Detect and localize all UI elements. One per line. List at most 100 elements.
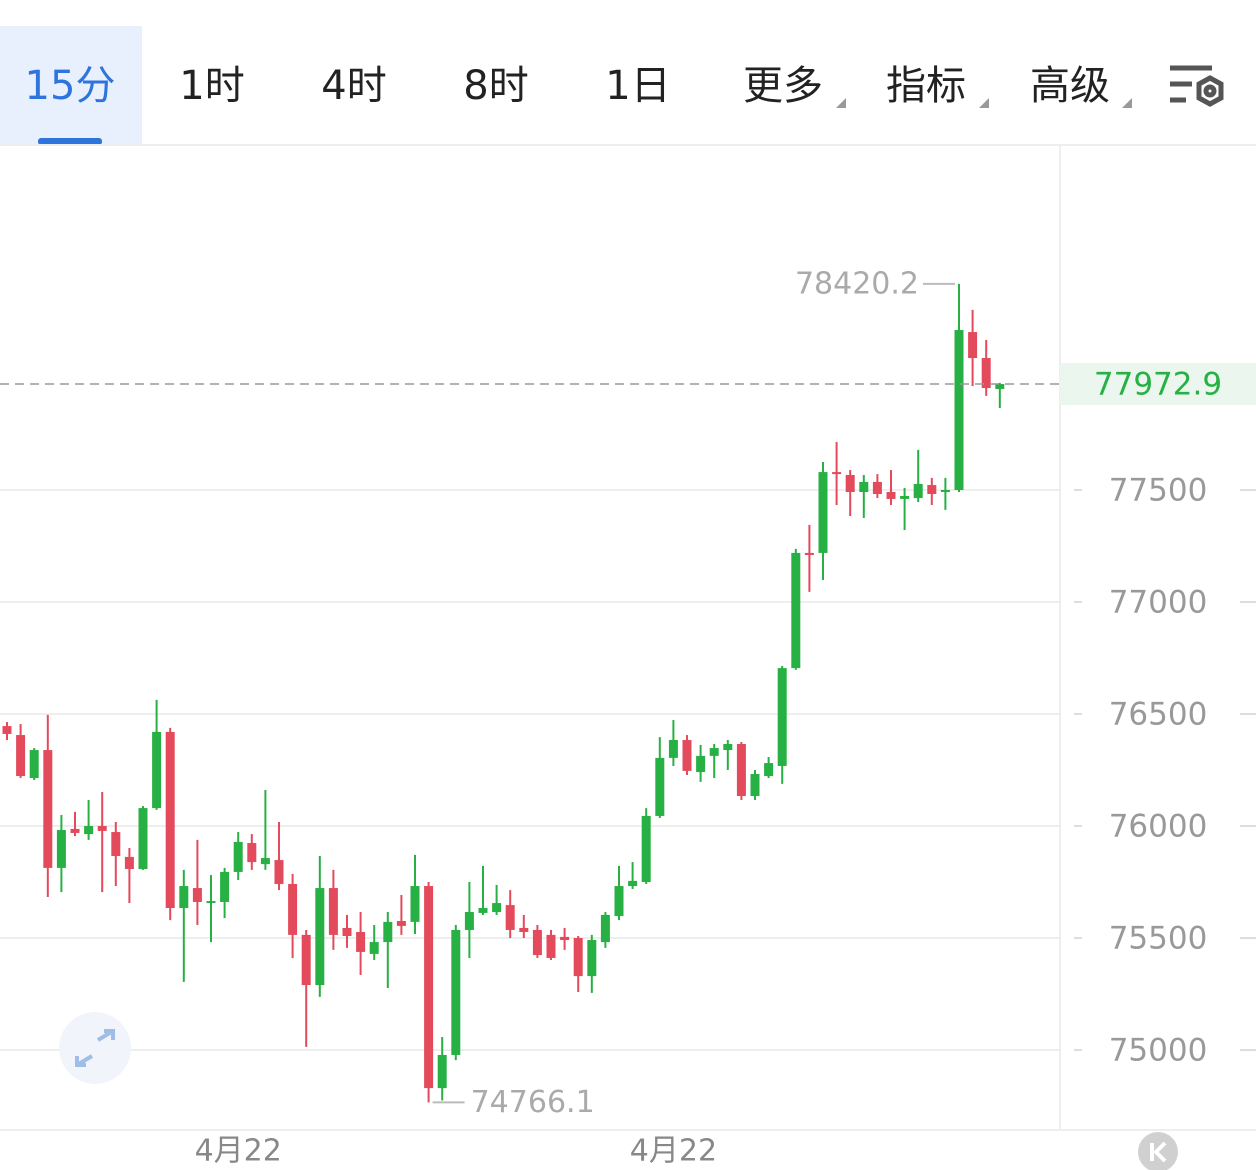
- y-tick-label: 76500: [1109, 697, 1208, 733]
- selected-tab-bg: [0, 26, 142, 145]
- candle-body: [424, 886, 434, 1089]
- candle-body: [2, 726, 12, 734]
- candle-body: [16, 735, 26, 777]
- candle-body: [206, 901, 216, 904]
- candle-body: [791, 552, 801, 669]
- candle-body: [560, 936, 570, 941]
- candle-body: [668, 739, 678, 758]
- candle-body: [342, 927, 352, 937]
- candle-body: [111, 832, 121, 857]
- candle-body: [872, 481, 882, 495]
- candle-body: [124, 856, 134, 870]
- tab[interactable]: 指标: [886, 63, 966, 109]
- candle-body: [356, 931, 366, 952]
- last-price-bg: [1060, 363, 1256, 406]
- candle-body: [220, 871, 230, 902]
- candle-body: [641, 815, 651, 883]
- candle-body: [995, 384, 1005, 389]
- candle-body: [886, 492, 896, 499]
- candle-body: [192, 888, 202, 902]
- tab[interactable]: 8时: [463, 63, 528, 109]
- candle-body: [832, 472, 842, 475]
- y-tick-label: 75000: [1109, 1033, 1208, 1069]
- candle-body: [804, 552, 814, 555]
- candle-body: [437, 1054, 447, 1089]
- candle-body: [818, 472, 828, 553]
- candle-body: [845, 474, 855, 493]
- candle-body: [369, 942, 379, 954]
- tab[interactable]: 更多: [743, 63, 823, 109]
- candle-body: [70, 828, 80, 833]
- y-tick-label: 76000: [1109, 809, 1208, 845]
- candle-body: [43, 750, 53, 868]
- candle-body: [478, 907, 488, 913]
- last-price-label: 77972.9: [1094, 367, 1222, 403]
- y-tick-label: 77000: [1109, 584, 1208, 620]
- candle-body: [383, 921, 393, 943]
- candle-body: [274, 860, 284, 885]
- candle-body: [84, 826, 94, 835]
- candle-body: [138, 808, 148, 870]
- x-tick-label: 4月22: [630, 1134, 717, 1169]
- candle-body: [492, 903, 502, 913]
- candle-body: [927, 485, 937, 495]
- candle-body: [940, 489, 950, 493]
- candle-body: [600, 914, 610, 943]
- selected-tab-indicator: [38, 138, 102, 145]
- candle-body: [328, 888, 338, 935]
- y-tick-label: 77500: [1109, 472, 1208, 508]
- dropdown-arrow: [979, 98, 989, 108]
- candle-body: [628, 880, 638, 887]
- y-tick-label: 75500: [1109, 921, 1208, 957]
- candle-body: [859, 481, 869, 493]
- candle-body: [179, 886, 189, 908]
- tab[interactable]: 4时: [321, 63, 386, 109]
- candle-body: [696, 755, 706, 773]
- candle-body: [587, 940, 597, 977]
- scroll-end-icon: [1150, 1141, 1167, 1163]
- candle-body: [750, 774, 760, 796]
- candle-body: [777, 668, 787, 766]
- expand-button[interactable]: [59, 1012, 131, 1084]
- candle-body: [764, 763, 774, 777]
- candle-body: [682, 739, 692, 771]
- candle-body: [165, 731, 175, 908]
- candle-body: [723, 744, 733, 751]
- candle-body: [736, 744, 746, 796]
- expand-icon: [75, 1029, 115, 1067]
- candle-body: [505, 905, 515, 930]
- candle-body: [709, 748, 719, 756]
- settings-icon[interactable]: [1170, 65, 1224, 107]
- candle-body: [913, 483, 923, 499]
- candle-body: [451, 929, 461, 1055]
- candle-body: [260, 858, 270, 865]
- candle-body: [519, 927, 529, 932]
- candle-body: [981, 358, 991, 389]
- dropdown-arrow: [836, 98, 846, 108]
- candle-body: [546, 934, 556, 958]
- candle-body: [396, 920, 406, 926]
- candle-body: [288, 884, 298, 935]
- candle-body: [56, 830, 66, 868]
- candle-body: [954, 330, 964, 490]
- tab[interactable]: 15分: [25, 63, 116, 109]
- candle-body: [900, 496, 910, 499]
- candle-body: [464, 912, 474, 930]
- tab[interactable]: 1日: [605, 63, 670, 109]
- candle-body: [573, 938, 583, 977]
- candle-body: [301, 934, 311, 986]
- candle-body: [97, 826, 107, 831]
- candle-body: [532, 929, 542, 956]
- candle-body: [968, 332, 978, 359]
- tab[interactable]: 1时: [179, 63, 244, 109]
- candle-body: [655, 757, 665, 816]
- tab[interactable]: 高级: [1030, 63, 1110, 109]
- candle-body: [614, 886, 624, 917]
- high-label: 78420.2: [795, 266, 919, 301]
- candle-body: [152, 731, 162, 809]
- candle-body: [29, 750, 39, 779]
- candle-body: [315, 888, 325, 986]
- dropdown-arrow: [1122, 98, 1132, 108]
